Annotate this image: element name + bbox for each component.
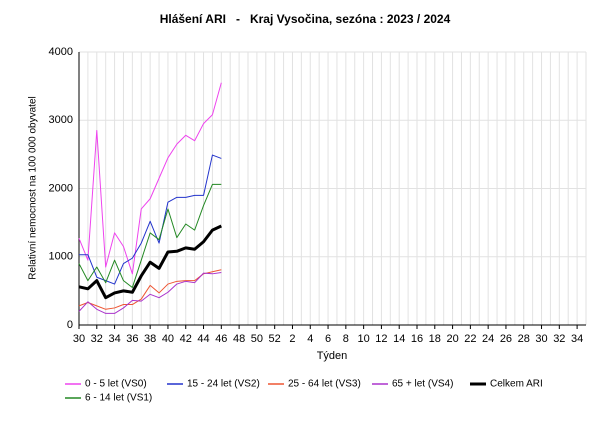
x-tick-label: 46 <box>215 333 227 345</box>
x-tick-label: 42 <box>180 333 192 345</box>
legend-label: 0 - 5 let (VS0) <box>85 379 147 390</box>
x-axis-label: Týden <box>317 350 348 362</box>
x-tick-label: 12 <box>375 333 387 345</box>
series-line <box>79 154 222 285</box>
x-tick-label: 30 <box>535 333 547 345</box>
x-tick-label: 34 <box>108 333 120 345</box>
y-tick-label: 1000 <box>49 251 73 263</box>
x-tick-label: 22 <box>464 333 476 345</box>
series-line <box>78 224 222 300</box>
x-tick-label: 4 <box>307 333 313 345</box>
x-tick-label: 8 <box>343 333 349 345</box>
x-tick-label: 38 <box>144 333 156 345</box>
chart-title: Hlášení ARI - Kraj Vysočina, sezóna : 20… <box>160 12 451 26</box>
legend-label: 15 - 24 let (VS2) <box>187 379 260 390</box>
series-line <box>78 271 222 314</box>
x-tick-label: 20 <box>446 333 458 345</box>
x-tick-label: 16 <box>411 333 423 345</box>
x-tick-label: 36 <box>126 333 138 345</box>
series-line <box>78 269 222 310</box>
x-tick-label: 32 <box>553 333 565 345</box>
x-tick-label: 44 <box>197 333 209 345</box>
x-tick-label: 32 <box>91 333 103 345</box>
x-tick-label: 2 <box>289 333 295 345</box>
x-tick-label: 28 <box>518 333 530 345</box>
y-tick-label: 4000 <box>49 46 73 58</box>
x-tick-label: 34 <box>571 333 583 345</box>
series-line <box>78 82 222 275</box>
legend-label: 65 + let (VS4) <box>392 379 453 390</box>
legend-label: 25 - 64 let (VS3) <box>288 379 361 390</box>
y-tick-label: 3000 <box>49 114 73 126</box>
x-tick-label: 52 <box>269 333 281 345</box>
legend-label: 6 - 14 let (VS1) <box>85 393 152 404</box>
y-axis-label: Relativní nemocnost na 100 000 obyvatel <box>28 96 39 279</box>
y-tick-label: 0 <box>67 319 73 331</box>
x-tick-label: 10 <box>358 333 370 345</box>
x-tick-label: 40 <box>162 333 174 345</box>
x-tick-label: 24 <box>482 333 494 345</box>
x-tick-label: 48 <box>233 333 245 345</box>
series-line <box>78 183 222 288</box>
legend-label: Celkem ARI <box>490 379 543 390</box>
x-tick-label: 30 <box>73 333 85 345</box>
x-tick-label: 26 <box>500 333 512 345</box>
x-tick-label: 6 <box>325 333 331 345</box>
x-tick-label: 18 <box>429 333 441 345</box>
x-tick-label: 14 <box>393 333 405 345</box>
y-tick-label: 2000 <box>49 182 73 194</box>
x-tick-label: 50 <box>251 333 263 345</box>
